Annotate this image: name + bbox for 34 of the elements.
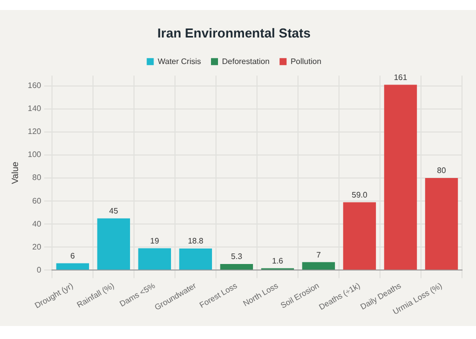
legend-label: Water Crisis <box>158 56 201 66</box>
bar <box>179 248 212 270</box>
bar <box>343 202 376 270</box>
chart-title: Iran Environmental Stats <box>157 25 311 40</box>
y-tick-label: 140 <box>28 104 42 114</box>
bar <box>425 178 458 270</box>
x-tick-label: North Loss <box>242 281 280 308</box>
bar <box>56 263 90 270</box>
y-tick-label: 40 <box>32 219 42 228</box>
y-tick-label: 100 <box>28 150 42 160</box>
data-label: 6 <box>70 251 76 260</box>
bar <box>384 84 417 270</box>
bar <box>220 264 253 270</box>
data-label: 1.6 <box>272 256 284 266</box>
data-label: 161 <box>394 73 408 82</box>
data-label: 7 <box>316 250 322 260</box>
bar <box>138 248 172 270</box>
y-tick-label: 0 <box>36 265 42 274</box>
data-label: 59.0 <box>352 190 368 200</box>
legend-label: Deforestation <box>222 56 270 66</box>
y-tick-label: 80 <box>32 173 42 182</box>
y-tick-label: 20 <box>32 242 42 252</box>
bar <box>302 262 335 270</box>
y-tick-label: 160 <box>28 81 42 90</box>
data-label: 19 <box>150 236 160 246</box>
data-label: 45 <box>109 206 119 216</box>
y-tick-label: 60 <box>32 196 42 206</box>
y-axis-title: Value <box>10 162 20 184</box>
data-label: 18.8 <box>188 236 204 246</box>
bar <box>97 218 130 270</box>
data-label: 5.3 <box>231 252 243 262</box>
data-label: 80 <box>437 166 447 176</box>
legend-label: Pollution <box>290 56 322 66</box>
y-tick-label: 120 <box>28 127 42 136</box>
